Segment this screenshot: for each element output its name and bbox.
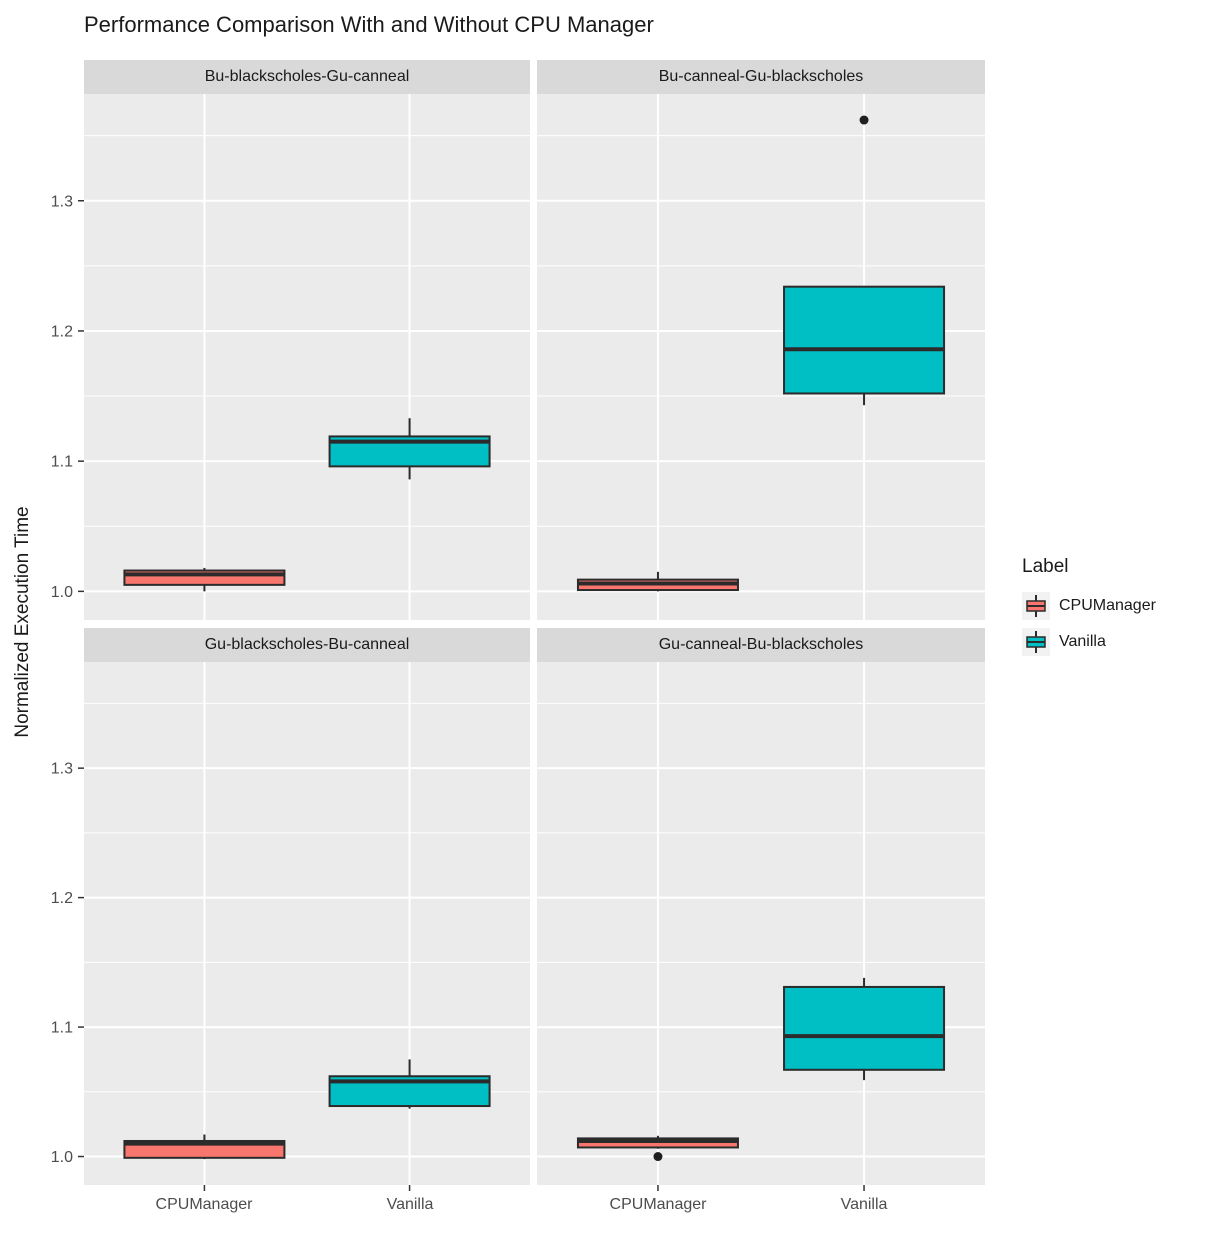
chart-title: Performance Comparison With and Without … [84, 12, 654, 37]
x-axis-label-cpumanager: CPUManager [155, 1196, 253, 1213]
legend-key-vanilla: Vanilla [1022, 628, 1156, 656]
outlier-point [859, 115, 869, 125]
iqr-box [783, 985, 946, 1071]
y-tick-label: 1.3 [51, 193, 73, 210]
legend-key-cpumanager: CPUManager [1022, 592, 1156, 620]
boxplot-CPUManager [576, 1135, 739, 1162]
boxplot-CPUManager [123, 1134, 286, 1160]
y-tick-label: 1.0 [51, 584, 73, 601]
boxplot-Vanilla [783, 977, 946, 1081]
y-tick-label: 1.2 [51, 890, 73, 907]
x-axis-label-vanilla: Vanilla [840, 1196, 888, 1213]
outlier-point [653, 1152, 663, 1162]
panel-background [84, 94, 530, 620]
boxplot-CPUManager [123, 567, 286, 592]
facet-strip-bottom-right: Gu-canneal-Bu-blackscholes [537, 628, 985, 662]
y-tick-label: 1.2 [51, 323, 73, 340]
boxplot-Vanilla [328, 1059, 491, 1109]
facet-panel-Gu-blackscholes-Bu-canneal [84, 662, 530, 1185]
y-tick-label: 1.1 [51, 454, 73, 471]
panel-background [537, 662, 985, 1185]
facet-strip-top-right: Bu-canneal-Gu-blackscholes [537, 60, 985, 94]
x-axis-label-vanilla: Vanilla [386, 1196, 434, 1213]
boxplot-glyph-icon [1022, 592, 1050, 620]
facet-panel-Bu-canneal-Gu-blackscholes [537, 94, 985, 620]
boxplot-Vanilla [328, 418, 491, 480]
boxplot-Vanilla [783, 115, 946, 406]
facet-panel-Gu-canneal-Bu-blackscholes [537, 662, 985, 1185]
legend-label-vanilla: Vanilla [1059, 633, 1106, 650]
x-axis-label-cpumanager: CPUManager [609, 1196, 707, 1213]
y-tick-label: 1.0 [51, 1149, 73, 1166]
boxplot-glyph-icon [1022, 628, 1050, 656]
legend: Label CPUManager Vanilla [1022, 556, 1156, 664]
boxplot-CPUManager [576, 571, 739, 592]
facet-strip-bottom-left: Gu-blackscholes-Bu-canneal [84, 628, 530, 662]
iqr-box [783, 285, 946, 395]
facet-panel-Bu-blackscholes-Gu-canneal [84, 94, 530, 620]
y-tick-label: 1.1 [51, 1020, 73, 1037]
legend-title: Label [1022, 556, 1069, 577]
y-tick-label: 1.3 [51, 761, 73, 778]
legend-label-cpumanager: CPUManager [1059, 597, 1156, 614]
facet-strip-top-left: Bu-blackscholes-Gu-canneal [84, 60, 530, 94]
